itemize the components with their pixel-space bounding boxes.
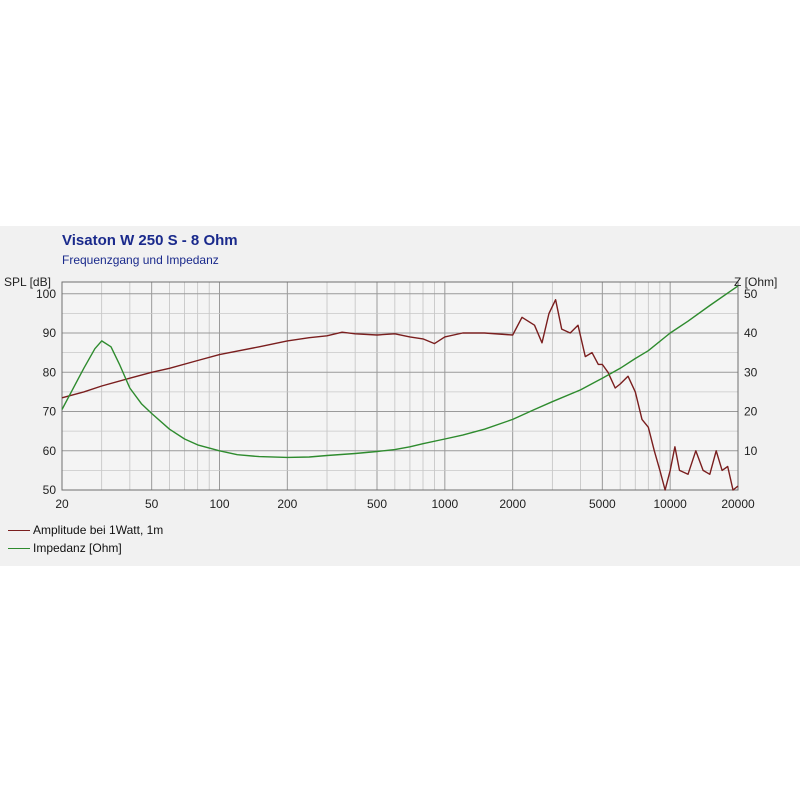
legend-label-amplitude: Amplitude bei 1Watt, 1m [33, 523, 164, 537]
impedance-legend-swatch [8, 547, 30, 549]
x-tick-label: 20000 [721, 497, 755, 511]
y-right-axis-label: Z [Ohm] [734, 275, 777, 289]
x-tick-label: 10000 [653, 497, 687, 511]
x-tick-label: 1000 [431, 497, 458, 511]
y-right-tick-label: 50 [744, 287, 758, 301]
x-tick-label: 5000 [589, 497, 616, 511]
plot-frame [61, 281, 739, 491]
y-left-tick-label: 100 [36, 287, 56, 301]
impedance-series-line [61, 285, 739, 459]
amplitude-series-line [61, 299, 739, 491]
x-tick-label: 500 [367, 497, 387, 511]
y-left-axis-label: SPL [dB] [4, 275, 51, 289]
amplitude-legend-swatch [8, 529, 30, 531]
y-left-tick-label: 70 [43, 405, 57, 419]
y-right-tick-label: 40 [744, 326, 758, 340]
chart-title: Visaton W 250 S - 8 Ohm [62, 232, 238, 249]
y-left-tick-label: 80 [43, 365, 57, 379]
legend-label-impedance: Impedanz [Ohm] [33, 541, 122, 555]
y-right-tick-label: 10 [744, 444, 758, 458]
legend-item-impedance: Impedanz [Ohm] [8, 541, 122, 555]
plot-area [62, 282, 738, 490]
x-tick-label: 50 [145, 497, 159, 511]
y-right-tick-label: 30 [744, 365, 758, 379]
x-tick-label: 100 [209, 497, 229, 511]
y-right-tick-label: 20 [744, 405, 758, 419]
y-left-tick-label: 90 [43, 326, 57, 340]
chart-subtitle: Frequenzgang und Impedanz [62, 253, 219, 267]
y-left-tick-label: 60 [43, 444, 57, 458]
x-tick-label: 20 [55, 497, 69, 511]
y-left-tick-label: 50 [43, 483, 57, 497]
x-tick-label: 2000 [499, 497, 526, 511]
legend-item-amplitude: Amplitude bei 1Watt, 1m [8, 523, 163, 537]
x-tick-label: 200 [277, 497, 297, 511]
